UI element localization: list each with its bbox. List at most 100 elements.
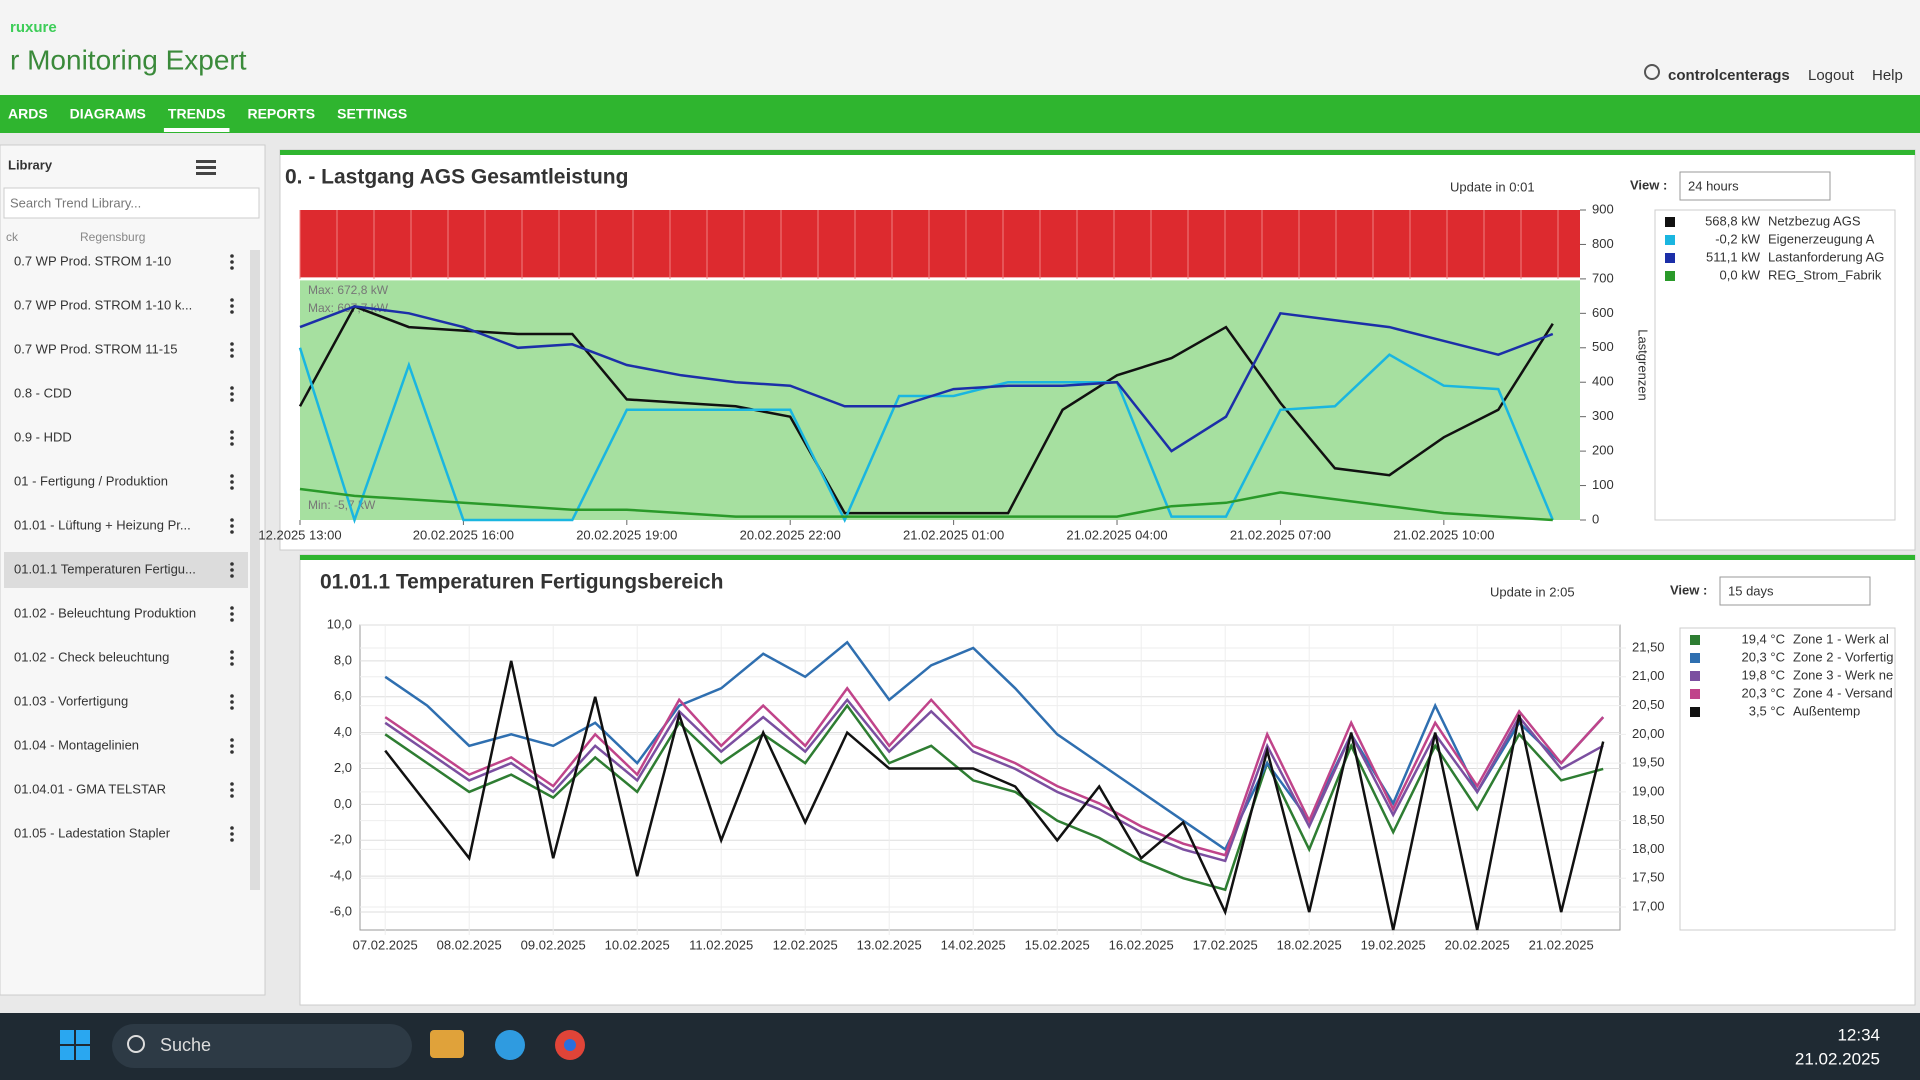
nav-item[interactable]: ARDS [8,106,48,122]
item-menu[interactable] [230,386,234,390]
y-tick-label: -4,0 [330,868,352,883]
y2-tick-label: 900 [1592,201,1614,216]
nav-item[interactable]: SETTINGS [337,106,407,122]
library-title: Library [8,157,53,172]
logout[interactable]: Logout [1808,67,1855,84]
item-menu[interactable] [230,650,234,654]
update-text: Update in 2:05 [1490,584,1575,599]
item-menu [230,486,234,490]
item-menu[interactable] [230,518,234,522]
x-tick-label: 18.02.2025 [1277,937,1342,952]
item-menu[interactable] [230,606,234,610]
item-menu[interactable] [230,694,234,698]
x-tick-label: 20.02.2025 19:00 [576,527,677,542]
library-item-label: 01 - Fertigung / Produktion [14,473,168,488]
annotation: Min: -5,7 kW [308,498,376,512]
x-tick-label: 20.02.2025 16:00 [413,527,514,542]
user-icon [1644,64,1660,80]
taskbar-search[interactable] [112,1024,412,1068]
legend-name[interactable]: Zone 2 - Vorfertig [1793,649,1893,664]
item-menu [230,832,234,836]
view-label: View : [1670,582,1707,597]
library-item-label: 01.01 - Lüftung + Heizung Pr... [14,517,191,532]
nav-item[interactable]: TRENDS [168,106,226,122]
clock-date: 21.02.2025 [1795,1049,1880,1068]
legend-name[interactable]: Zone 1 - Werk al [1793,631,1889,646]
x-tick-label: 19.02.2025 [1361,937,1426,952]
item-menu [230,398,234,402]
legend-name[interactable]: Netzbezug AGS [1768,213,1861,228]
x-tick-label: 07.02.2025 [353,937,418,952]
y2-tick-label: 20,50 [1632,697,1665,712]
legend-swatch [1690,653,1700,663]
item-menu [230,612,234,616]
y2-tick-label: 18,00 [1632,841,1665,856]
item-menu [230,794,234,798]
app-icon[interactable] [495,1030,525,1060]
taskbar-search-text: Suche [160,1035,211,1055]
y-tick-label: 0,0 [334,796,352,811]
annotation: Max: 672,8 kW [308,283,389,297]
nav-item[interactable]: DIAGRAMS [70,106,146,122]
legend-name[interactable]: REG_Strom_Fabrik [1768,267,1882,282]
brand: ruxure [10,19,57,36]
y2-tick-label: 19,00 [1632,783,1665,798]
x-tick-label: 21.02.2025 10:00 [1393,527,1494,542]
item-menu [230,392,234,396]
user[interactable]: controlcenterags [1668,67,1790,84]
y2-tick-label: 21,50 [1632,639,1665,654]
menu-icon [196,166,216,169]
series-line [298,347,1554,524]
start-icon [76,1030,90,1044]
y2-tick-label: 700 [1592,270,1614,285]
legend-name[interactable]: Zone 3 - Werk ne [1793,667,1893,682]
legend-swatch [1665,217,1675,227]
help[interactable]: Help [1872,67,1903,84]
y2-tick-label: 20,00 [1632,726,1665,741]
x-tick-label: 21.02.2025 04:00 [1066,527,1167,542]
item-menu[interactable] [230,474,234,478]
nav-item[interactable]: REPORTS [247,106,315,122]
library-search[interactable] [3,187,260,219]
library-item-label: 01.02 - Check beleuchtung [14,649,169,664]
library-item[interactable] [4,552,248,588]
series-line [384,686,1605,857]
item-menu[interactable] [230,254,234,258]
legend-swatch [1665,235,1675,245]
nav-active [163,128,230,132]
item-menu[interactable] [230,738,234,742]
menu-icon [196,172,216,175]
y2-tick-label: 19,50 [1632,755,1665,770]
item-menu[interactable] [230,298,234,302]
view-label: View : [1630,177,1667,192]
item-menu[interactable] [230,562,234,566]
legend-name[interactable]: Zone 4 - Versand [1793,685,1893,700]
x-tick-label: 21.02.2025 07:00 [1230,527,1331,542]
legend-name[interactable]: Außentemp [1793,703,1860,718]
legend-name[interactable]: Eigenerzeugung A [1768,231,1875,246]
legend-swatch [1665,271,1675,281]
y2-tick-label: 600 [1592,305,1614,320]
x-tick-label: 08.02.2025 [437,937,502,952]
item-menu[interactable] [230,430,234,434]
view-select[interactable] [1719,576,1871,606]
x-tick-label: 09.02.2025 [521,937,586,952]
menu-icon[interactable] [196,160,216,163]
legend-value: -0,2 kW [1715,231,1761,246]
start-icon[interactable] [60,1030,74,1044]
limit-zone [300,210,1580,279]
scrollbar[interactable] [250,250,260,890]
legend-box [1679,627,1896,931]
legend-name[interactable]: Lastanforderung AG [1768,249,1884,264]
y2-axis-label: Lastgrenzen [1636,329,1651,401]
chart-title: 0. - Lastgang AGS Gesamtleistung [285,166,628,189]
item-menu [230,618,234,622]
item-menu[interactable] [230,782,234,786]
item-menu[interactable] [230,826,234,830]
y-tick-label: -6,0 [330,903,352,918]
item-menu [230,480,234,484]
view-select[interactable] [1679,171,1831,201]
item-menu[interactable] [230,342,234,346]
app-icon[interactable] [430,1030,464,1058]
item-menu [230,354,234,358]
